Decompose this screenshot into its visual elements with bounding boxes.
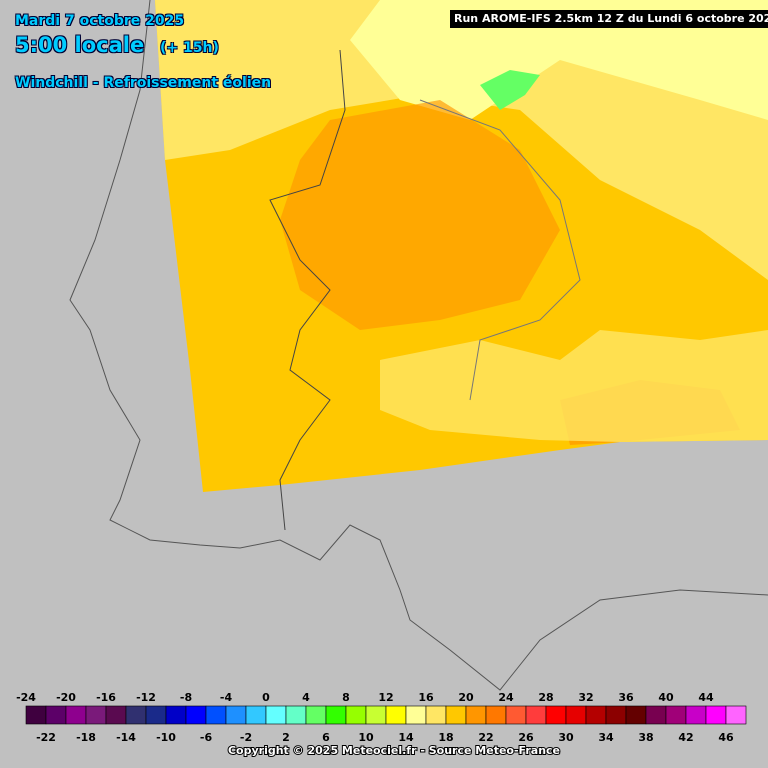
legend-swatch [185,705,207,725]
legend-label: 40 [658,691,674,704]
legend-label: -20 [56,691,76,704]
legend-swatch [705,705,727,725]
legend-swatch [165,705,187,725]
legend-label: 6 [322,731,330,744]
legend-label: 2 [282,731,290,744]
legend-label: 4 [302,691,310,704]
legend-label: 18 [438,731,453,744]
legend-label: 0 [262,691,270,704]
legend-label: -18 [76,731,96,744]
legend-swatch [45,705,67,725]
legend-label: 26 [518,731,534,744]
legend-swatch [305,705,327,725]
legend-label: 28 [538,691,553,704]
light-zone [350,0,768,120]
legend-swatch [225,705,247,725]
legend-swatch [685,705,707,725]
legend-swatch [285,705,307,725]
legend-swatch [385,705,407,725]
legend-swatch [105,705,127,725]
legend-swatch [245,705,267,725]
legend-swatch [405,705,427,725]
legend-swatch [25,705,47,725]
legend-label: 34 [598,731,614,744]
legend-swatch [645,705,667,725]
legend-swatch [525,705,547,725]
warm-zone [280,100,560,330]
legend-swatch [325,705,347,725]
legend-label: 16 [418,691,434,704]
legend-label: 32 [578,691,593,704]
legend-label: 14 [398,731,414,744]
legend-label: 24 [498,691,514,704]
legend-swatch [265,705,287,725]
legend-swatch [465,705,487,725]
legend-swatch [65,705,87,725]
cold-zone [480,70,540,110]
legend-label: 8 [342,691,350,704]
legend-swatch [545,705,567,725]
legend-swatch [725,705,747,725]
offset: (+ 15h) [160,40,219,56]
legend-label: 20 [458,691,474,704]
legend-label: 36 [618,691,634,704]
copyright: Copyright © 2025 Meteociel.fr - Source M… [228,744,560,757]
legend-label: -12 [136,691,156,704]
legend-label: 38 [638,731,653,744]
legend-swatch [505,705,527,725]
legend-label: -22 [36,731,56,744]
coastline [69,0,768,691]
legend-label: -10 [156,731,176,744]
legend-label: 42 [678,731,693,744]
border [269,49,346,531]
legend-swatch [345,705,367,725]
legend-swatch [665,705,687,725]
legend-label: 12 [378,691,393,704]
legend-label: 10 [358,731,374,744]
legend-label: -16 [96,691,116,704]
legend-label: -2 [240,731,252,744]
legend-swatch [425,705,447,725]
legend-swatch [85,705,107,725]
date: Mardi 7 octobre 2025 [15,13,185,29]
legend-swatch [485,705,507,725]
legend-swatch [445,705,467,725]
legend-swatch [145,705,167,725]
product: Windchill - Refroissement éolien [15,75,272,91]
legend-label: 44 [698,691,714,704]
legend-swatch [205,705,227,725]
legend-label: 22 [478,731,493,744]
time: 5:00 locale [15,33,145,57]
legend-swatch [125,705,147,725]
run-info: Run AROME-IFS 2.5km 12 Z du Lundi 6 octo… [450,10,768,28]
legend-swatch [365,705,387,725]
legend-label: -14 [116,731,136,744]
legend-label: 46 [718,731,734,744]
legend-label: -8 [180,691,192,704]
legend-label: -4 [220,691,233,704]
border [419,99,581,401]
legend-label: 30 [558,731,574,744]
legend-swatch [585,705,607,725]
legend-label: -6 [200,731,213,744]
legend-swatch [605,705,627,725]
legend-swatch [625,705,647,725]
legend-label: -24 [16,691,36,704]
legend-swatch [565,705,587,725]
